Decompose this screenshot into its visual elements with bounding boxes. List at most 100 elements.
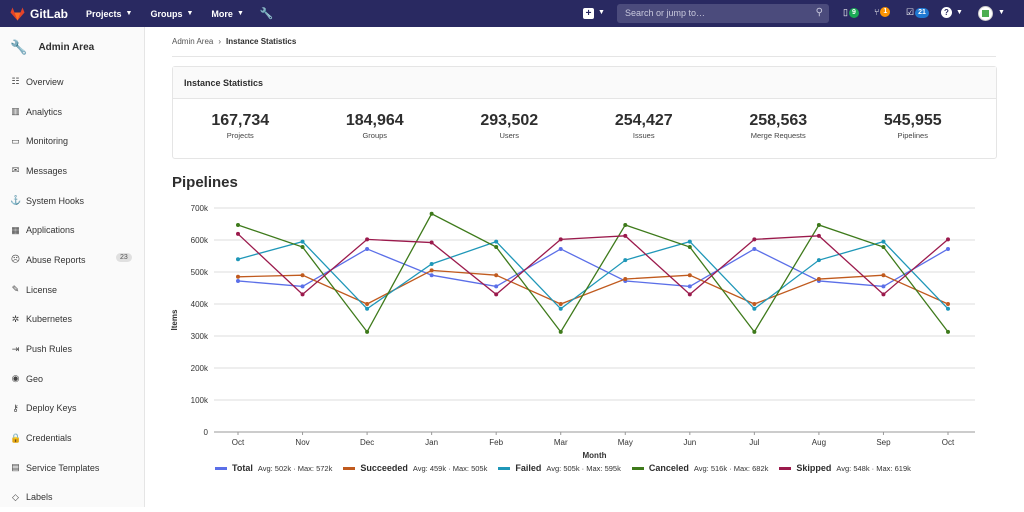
sidebar-item-credentials[interactable]: 🔒 Credentials (0, 423, 144, 453)
todos-button[interactable]: ☑ 21 (906, 7, 929, 18)
data-point-canceled[interactable] (429, 211, 434, 216)
data-point-skipped[interactable] (816, 233, 821, 238)
data-point-succeeded[interactable] (687, 273, 692, 278)
sidebar-item-geo[interactable]: ◉ Geo (0, 364, 144, 394)
merge-requests-button[interactable]: ⑂ 1 (874, 7, 891, 17)
sidebar-item-push-rules[interactable]: ⇥ Push Rules (0, 334, 144, 364)
data-point-total[interactable] (429, 273, 434, 278)
data-point-canceled[interactable] (687, 245, 692, 250)
user-avatar[interactable] (978, 6, 993, 21)
data-point-canceled[interactable] (558, 329, 563, 334)
data-point-succeeded[interactable] (623, 277, 628, 282)
sidebar-item-kubernetes[interactable]: ✲ Kubernetes (0, 305, 144, 335)
data-point-skipped[interactable] (946, 237, 950, 242)
data-point-succeeded[interactable] (946, 302, 950, 306)
data-point-skipped[interactable] (300, 292, 305, 297)
breadcrumb-parent[interactable]: Admin Area (172, 37, 214, 46)
new-item-button[interactable]: + (583, 8, 594, 19)
stat-pipelines: 545,955 Pipelines (846, 99, 981, 140)
data-point-total[interactable] (687, 284, 692, 289)
sidebar-item-applications[interactable]: ▦ Applications (0, 215, 144, 245)
data-point-total[interactable] (752, 246, 757, 251)
data-point-canceled[interactable] (365, 329, 370, 334)
data-point-failed[interactable] (429, 262, 434, 266)
sidebar-item-deploy-keys[interactable]: ⚷ Deploy Keys (0, 394, 144, 424)
sidebar-item-abuse-reports[interactable]: ☹ Abuse Reports 23 (0, 245, 144, 275)
sidebar-header[interactable]: 🔧 Admin Area (0, 27, 144, 67)
sidebar-item-analytics[interactable]: ▥ Analytics (0, 97, 144, 127)
data-point-succeeded[interactable] (429, 268, 434, 273)
legend-item-succeeded[interactable]: Succeeded Avg: 459k · Max: 505k (343, 463, 487, 473)
data-point-skipped[interactable] (494, 292, 499, 297)
data-point-canceled[interactable] (236, 222, 240, 227)
gitlab-logo[interactable]: GitLab (10, 7, 68, 21)
data-point-failed[interactable] (752, 306, 757, 311)
nav-groups[interactable]: Groups ▼ (150, 9, 193, 19)
data-point-failed[interactable] (623, 258, 628, 263)
pipelines-title: Pipelines (172, 174, 238, 191)
data-point-failed[interactable] (494, 239, 499, 244)
data-point-succeeded[interactable] (881, 273, 886, 278)
nav-more[interactable]: More ▼ (211, 9, 243, 19)
series-line-canceled (237, 212, 949, 334)
data-point-canceled[interactable] (946, 329, 950, 334)
data-point-total[interactable] (365, 246, 370, 251)
data-point-total[interactable] (558, 246, 563, 251)
data-point-failed[interactable] (236, 257, 240, 262)
data-point-skipped[interactable] (365, 237, 370, 242)
kubernetes-icon: ✲ (11, 313, 20, 324)
legend-item-canceled[interactable]: Canceled Avg: 516k · Max: 682k (631, 463, 768, 473)
sidebar-item-messages[interactable]: ✉ Messages (0, 156, 144, 186)
data-point-succeeded[interactable] (365, 302, 370, 306)
issues-button[interactable]: ▯ 9 (843, 7, 859, 18)
data-point-failed[interactable] (881, 239, 886, 244)
data-point-skipped[interactable] (752, 237, 757, 242)
y-tick-label: 200k (191, 364, 209, 373)
data-point-canceled[interactable] (300, 245, 305, 250)
data-point-failed[interactable] (300, 239, 305, 244)
data-point-total[interactable] (946, 246, 950, 251)
data-point-skipped[interactable] (881, 292, 886, 297)
nav-projects[interactable]: Projects ▼ (86, 9, 132, 19)
data-point-succeeded[interactable] (494, 273, 499, 278)
sidebar-item-license[interactable]: ✎ License (0, 275, 144, 305)
chevron-down-icon: ▼ (236, 10, 244, 17)
data-point-succeeded[interactable] (236, 274, 240, 279)
data-point-skipped[interactable] (623, 233, 628, 238)
data-point-succeeded[interactable] (558, 302, 563, 306)
data-point-skipped[interactable] (558, 237, 563, 242)
legend-item-skipped[interactable]: Skipped Avg: 548k · Max: 619k (779, 463, 911, 473)
search-input[interactable]: Search or jump to… ⚲ (617, 4, 829, 23)
legend-series-name: Skipped (796, 463, 832, 473)
data-point-failed[interactable] (365, 306, 370, 311)
data-point-canceled[interactable] (494, 245, 499, 250)
data-point-total[interactable] (236, 278, 240, 283)
data-point-failed[interactable] (687, 239, 692, 244)
data-point-canceled[interactable] (623, 222, 628, 227)
data-point-skipped[interactable] (429, 240, 434, 245)
help-button[interactable]: ? ▼ (941, 7, 963, 18)
data-point-skipped[interactable] (687, 292, 692, 297)
data-point-failed[interactable] (558, 306, 563, 311)
data-point-failed[interactable] (946, 306, 950, 311)
sidebar-item-labels[interactable]: ◇ Labels (0, 483, 144, 512)
data-point-total[interactable] (300, 284, 305, 289)
data-point-succeeded[interactable] (300, 273, 305, 278)
data-point-total[interactable] (881, 284, 886, 289)
sidebar-item-overview[interactable]: ☷ Overview (0, 67, 144, 97)
data-point-skipped[interactable] (236, 231, 240, 236)
legend-swatch (498, 466, 511, 470)
sidebar-item-monitoring[interactable]: ▭ Monitoring (0, 126, 144, 156)
sidebar-item-system-hooks[interactable]: ⚓ System Hooks (0, 186, 144, 216)
data-point-succeeded[interactable] (752, 302, 757, 306)
data-point-canceled[interactable] (816, 222, 821, 227)
legend-item-failed[interactable]: Failed Avg: 505k · Max: 595k (498, 463, 621, 473)
legend-item-total[interactable]: Total Avg: 502k · Max: 572k (215, 463, 332, 473)
data-point-total[interactable] (494, 284, 499, 289)
sidebar-item-service-templates[interactable]: ▤ Service Templates (0, 453, 144, 483)
data-point-canceled[interactable] (752, 329, 757, 334)
data-point-failed[interactable] (816, 258, 821, 263)
data-point-canceled[interactable] (881, 245, 886, 250)
data-point-succeeded[interactable] (816, 277, 821, 282)
admin-wrench-icon[interactable]: 🔧 (259, 8, 274, 20)
